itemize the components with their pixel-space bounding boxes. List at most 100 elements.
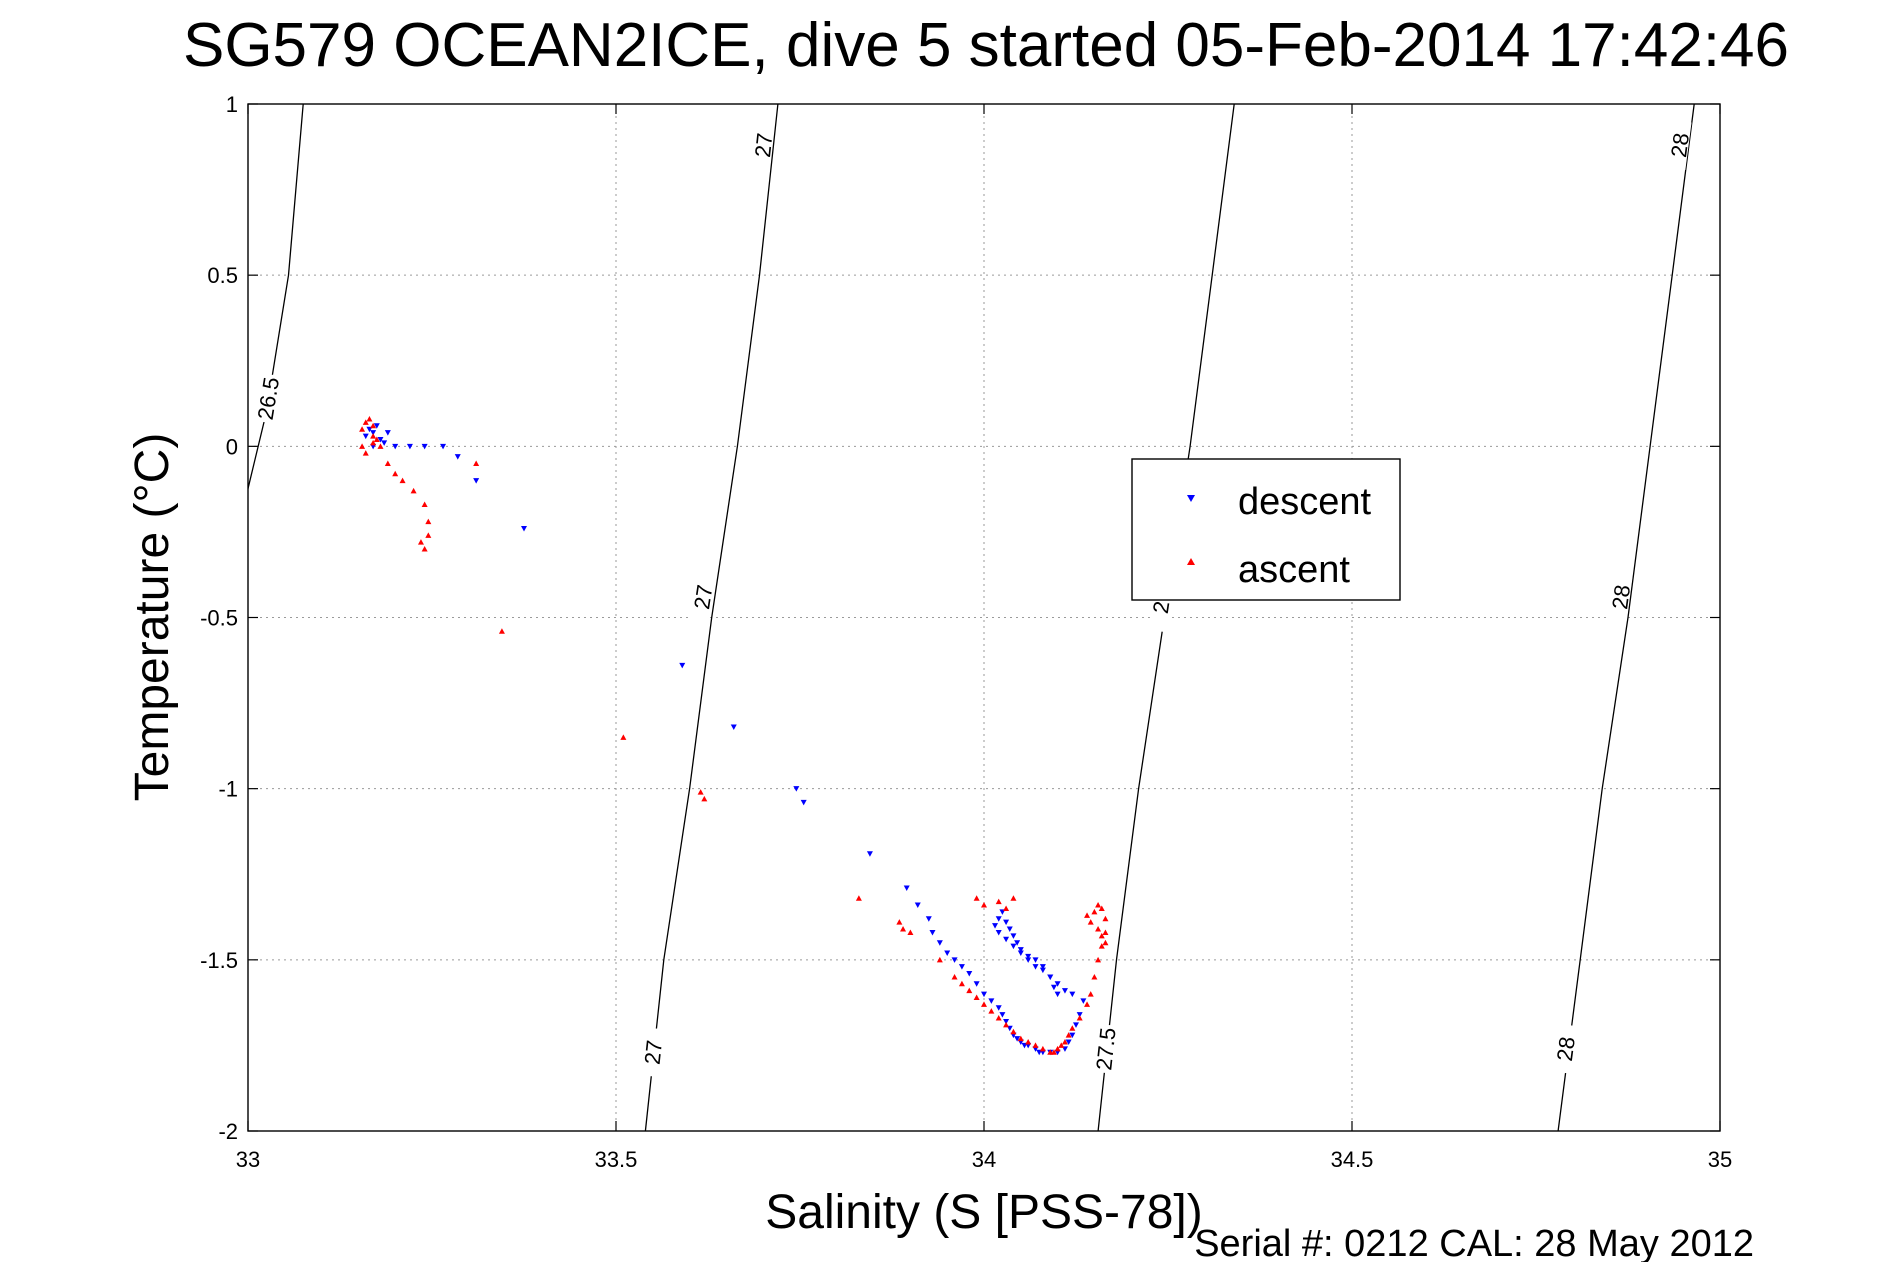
- x-tick-label: 34.5: [1331, 1147, 1374, 1172]
- ascent-point: [498, 628, 505, 634]
- descent-point: [966, 971, 973, 977]
- descent-point: [454, 454, 461, 460]
- y-tick-label: 0: [226, 434, 238, 459]
- y-tick-label: -2: [218, 1119, 238, 1144]
- descent-point: [1025, 957, 1032, 963]
- contour-label-mask: [1667, 120, 1692, 171]
- ascent-point: [973, 994, 980, 1000]
- x-axis-label: Salinity (S [PSS-78]): [765, 1186, 1202, 1239]
- ascent-point: [896, 919, 903, 925]
- contour-label: 2: [1148, 599, 1175, 615]
- descent-point: [1065, 1039, 1072, 1045]
- descent-point: [1076, 1012, 1083, 1018]
- descent-point: [362, 433, 369, 440]
- x-tick-label: 33: [236, 1147, 260, 1172]
- ascent-point: [1054, 1045, 1061, 1052]
- ascent-point: [366, 415, 373, 422]
- y-tick-label: -1.5: [200, 948, 238, 973]
- y-tick-label: -0.5: [200, 606, 238, 631]
- ascent-point: [473, 460, 480, 466]
- descent-point: [981, 991, 987, 998]
- ascent-point: [855, 895, 862, 901]
- descent-point: [995, 929, 1002, 936]
- serial-calibration-footer: Serial #: 0212 CAL: 28 May 2012: [1194, 1223, 1754, 1262]
- ascent-point: [951, 973, 958, 980]
- descent-point: [1014, 940, 1021, 946]
- descent-point: [1061, 988, 1068, 994]
- descent-point: [958, 964, 965, 970]
- ascent-point: [1065, 1032, 1072, 1038]
- descent-point: [1032, 964, 1039, 970]
- ascent-point: [1061, 1038, 1068, 1045]
- descent-point: [1010, 933, 1017, 939]
- contour-label: 27: [640, 1039, 667, 1066]
- contour-label: 27: [750, 132, 777, 159]
- descent-point: [951, 957, 958, 963]
- descent-point: [944, 950, 951, 956]
- contour-label: 28: [1666, 131, 1694, 159]
- descent-point: [521, 525, 527, 532]
- x-tick-label: 35: [1708, 1147, 1732, 1172]
- ascent-point: [399, 477, 406, 484]
- descent-point: [1032, 957, 1039, 963]
- legend: descent ascent: [1131, 458, 1401, 601]
- descent-point: [730, 724, 737, 731]
- descent-point: [903, 885, 910, 891]
- descent-point: [1050, 984, 1057, 991]
- ascent-point: [958, 980, 965, 987]
- ascent-point: [1095, 956, 1102, 963]
- ascent-point: [1091, 908, 1098, 915]
- descent-point: [1054, 981, 1061, 987]
- ascent-point: [936, 956, 943, 963]
- ascent-point: [1003, 1021, 1010, 1028]
- contour-label: 28: [1607, 583, 1635, 611]
- series-ascent: [359, 415, 1109, 1055]
- ascent-point: [1003, 905, 1010, 911]
- contour-label: 27.5: [1091, 1026, 1120, 1071]
- ascent-point: [359, 426, 366, 432]
- descent-point: [992, 923, 999, 929]
- ascent-point: [981, 1001, 987, 1007]
- ascent-point: [421, 501, 428, 508]
- ascent-point: [425, 532, 432, 538]
- ascent-point: [1095, 926, 1102, 932]
- contour-label-mask: [1608, 572, 1633, 622]
- descent-point: [936, 940, 943, 946]
- descent-point: [1017, 947, 1024, 953]
- ascent-point: [421, 546, 428, 552]
- descent-point: [995, 1005, 1002, 1011]
- contour-label-mask: [641, 1027, 665, 1078]
- descent-point: [384, 430, 391, 436]
- ascent-point: [988, 1008, 995, 1014]
- contour-label: 27: [689, 583, 717, 611]
- y-tick-label: -1: [218, 777, 238, 802]
- contour-label-mask: [751, 120, 775, 170]
- x-tick-label: 34: [972, 1147, 996, 1172]
- ascent-point: [1076, 1015, 1083, 1021]
- descent-point: [1047, 974, 1054, 980]
- descent-point: [370, 430, 377, 436]
- descent-point: [1003, 936, 1010, 943]
- ascent-point: [1102, 939, 1109, 946]
- legend-label-descent: descent: [1238, 481, 1372, 523]
- ascent-point: [701, 795, 708, 802]
- descent-point: [793, 786, 800, 792]
- ascent-point: [425, 518, 432, 525]
- descent-point: [1080, 998, 1087, 1004]
- ascent-point: [392, 470, 399, 477]
- descent-point: [1017, 950, 1024, 956]
- y-tick-label: 0.5: [207, 263, 238, 288]
- descent-point: [1039, 964, 1046, 970]
- descent-point: [1014, 1036, 1021, 1042]
- descent-point: [800, 799, 807, 806]
- ascent-point: [410, 487, 417, 494]
- ascent-point: [1087, 919, 1094, 925]
- y-axis-label: Temperature (°C): [126, 433, 179, 802]
- descent-point: [440, 443, 447, 450]
- y-tick-label: 1: [226, 92, 238, 117]
- legend-box: [1131, 458, 1401, 601]
- descent-point: [973, 981, 980, 987]
- density-contour-28: [1557, 104, 1695, 1131]
- ascent-point: [900, 926, 907, 932]
